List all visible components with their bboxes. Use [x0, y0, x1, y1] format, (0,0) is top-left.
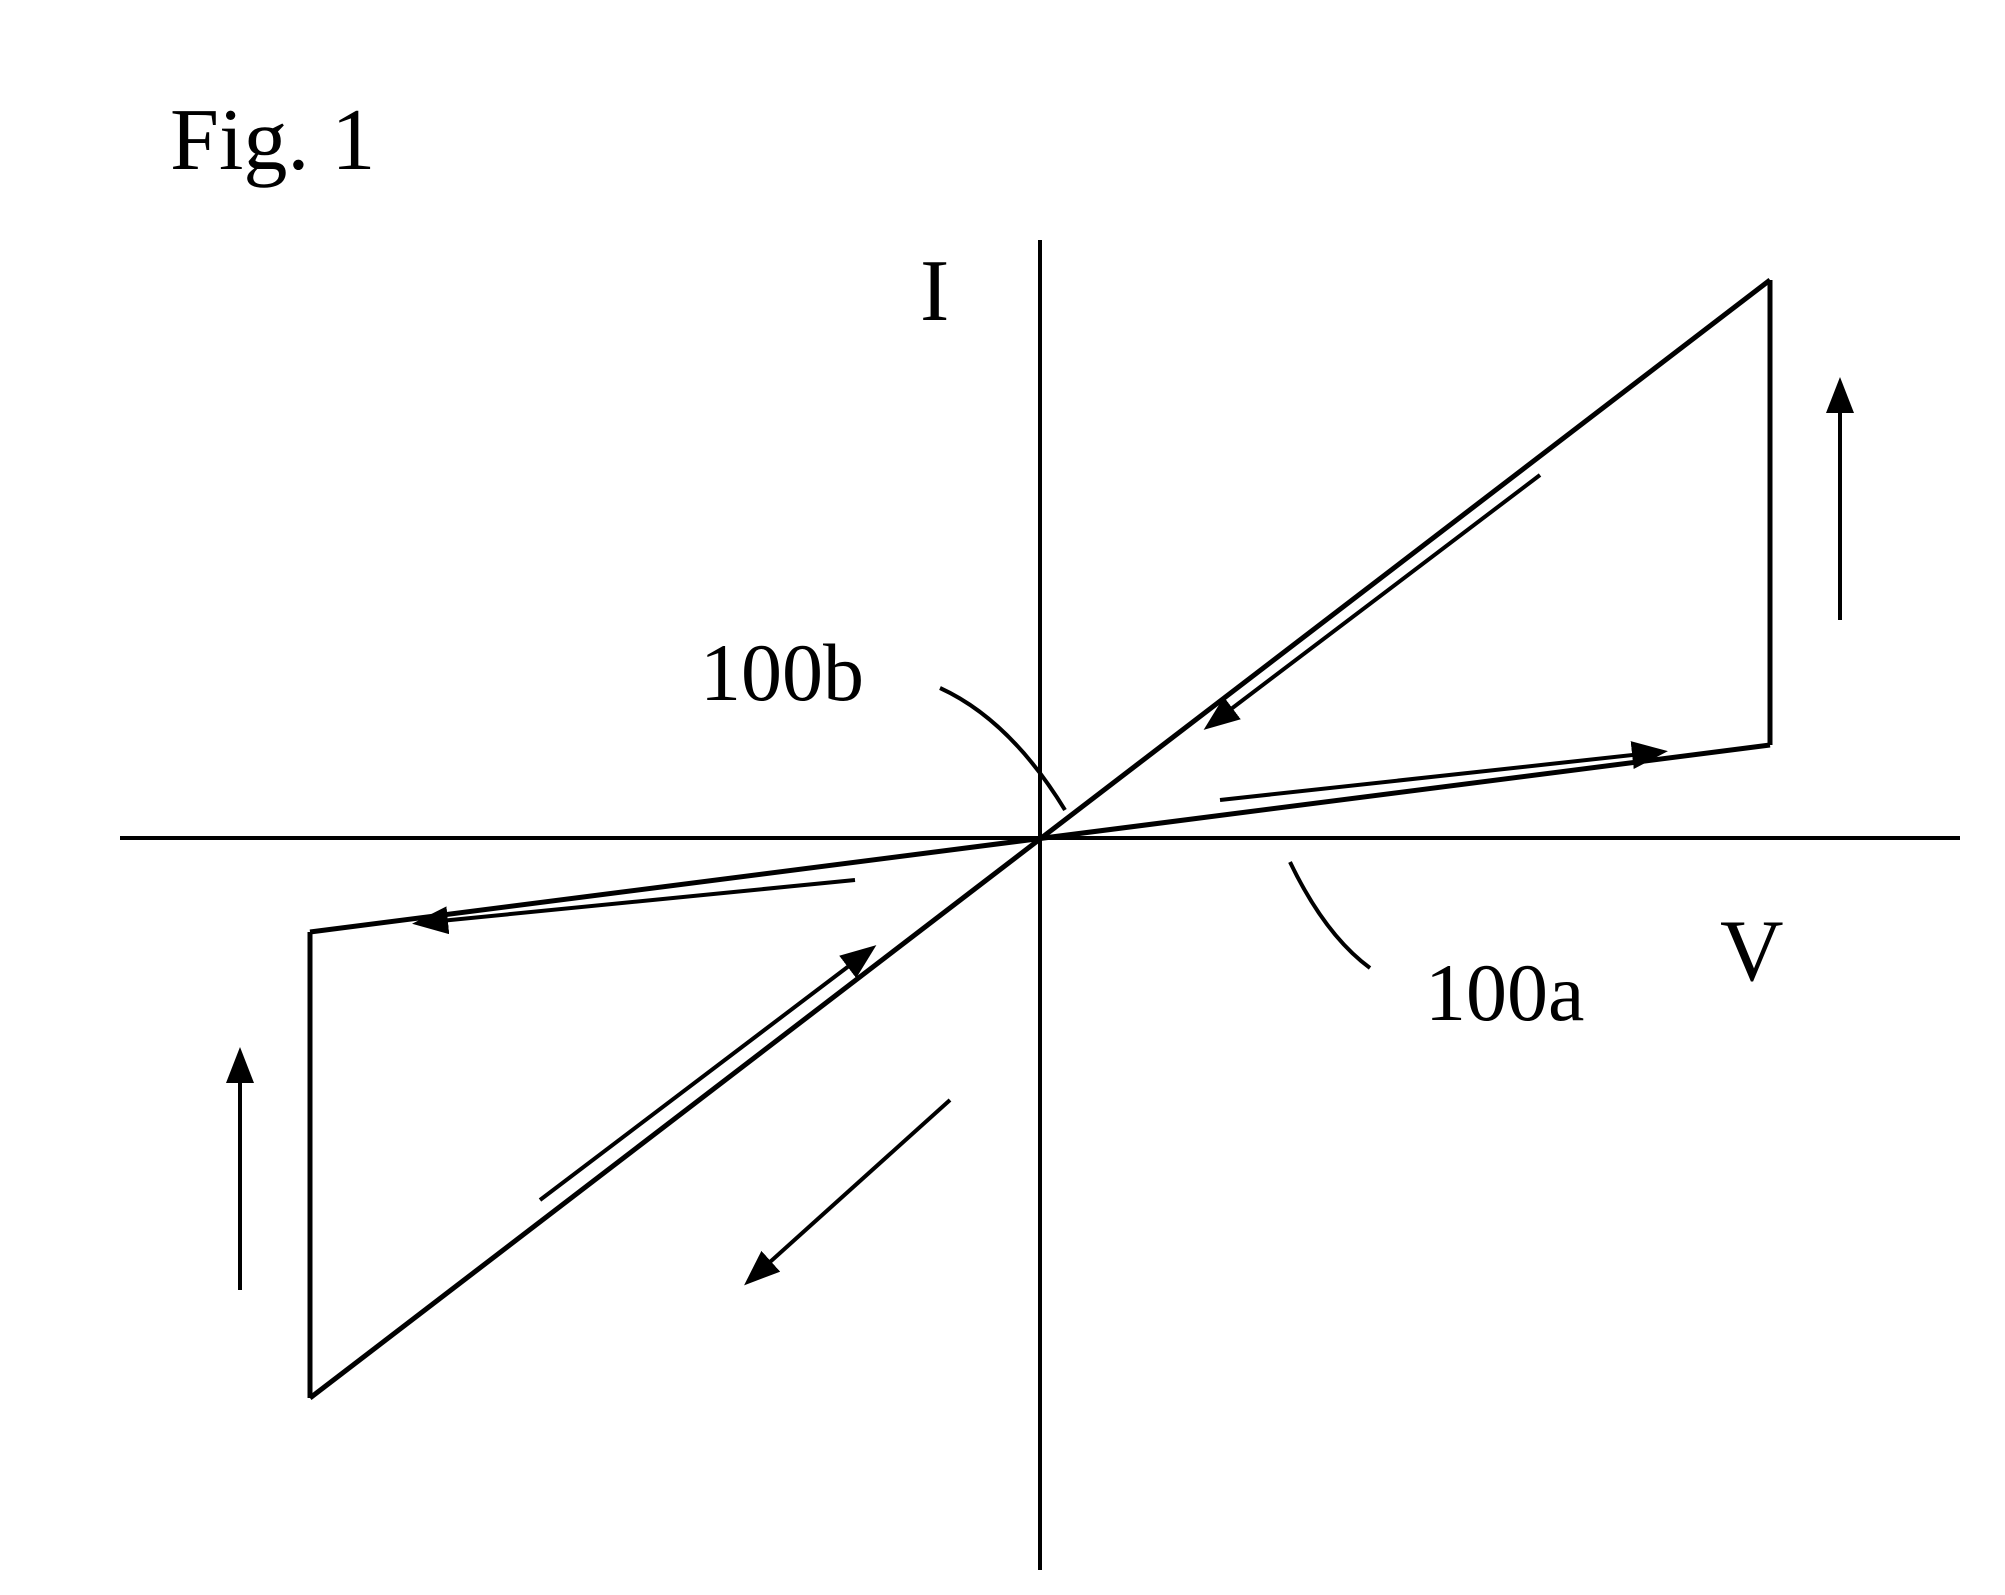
y-axis-label: I [920, 243, 949, 340]
iv-diagram: I V 100b 100a [0, 0, 2005, 1595]
leader-100a [1290, 862, 1370, 968]
x-axis-label: V [1720, 903, 1784, 1000]
direction-arrow-5 [420, 880, 855, 923]
leader-100b [940, 688, 1065, 810]
direction-arrow-1 [1210, 475, 1540, 725]
direction-arrow-4 [540, 950, 870, 1200]
label-100b: 100b [700, 627, 864, 718]
label-100a: 100a [1425, 947, 1584, 1038]
direction-arrow-7 [750, 1100, 950, 1280]
direction-arrow-2 [1220, 752, 1660, 800]
